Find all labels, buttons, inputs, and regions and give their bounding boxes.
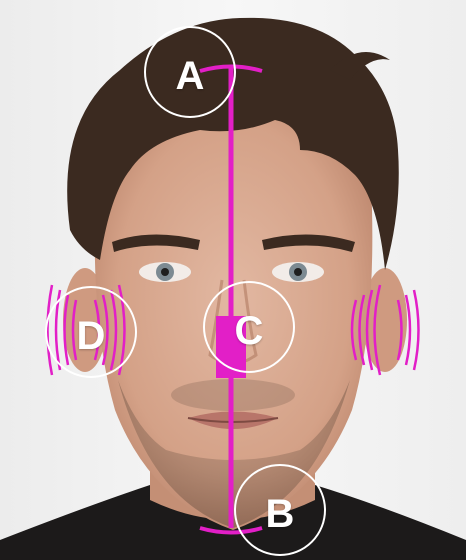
- hair: [67, 17, 399, 270]
- left-eyebrow: [112, 234, 200, 252]
- marker-ring-b: [234, 464, 326, 556]
- beard-stubble: [118, 380, 350, 528]
- right-sound-waves: [350, 284, 420, 376]
- left-pupil: [161, 268, 169, 276]
- bottom-arc: [199, 526, 263, 535]
- hair-strand: [330, 52, 390, 80]
- marker-label-c: C: [234, 309, 264, 353]
- marker-ring-d: [45, 286, 137, 378]
- left-sound-waves: [46, 284, 126, 376]
- marker-label-d: D: [76, 314, 106, 358]
- top-arc: [199, 64, 263, 73]
- marker-label-b: B: [265, 492, 295, 536]
- marker-ring-c: [203, 281, 295, 373]
- marker-ring-a: [144, 26, 236, 118]
- right-pupil: [294, 268, 302, 276]
- right-eyebrow: [262, 234, 355, 252]
- marker-label-a: A: [175, 54, 205, 98]
